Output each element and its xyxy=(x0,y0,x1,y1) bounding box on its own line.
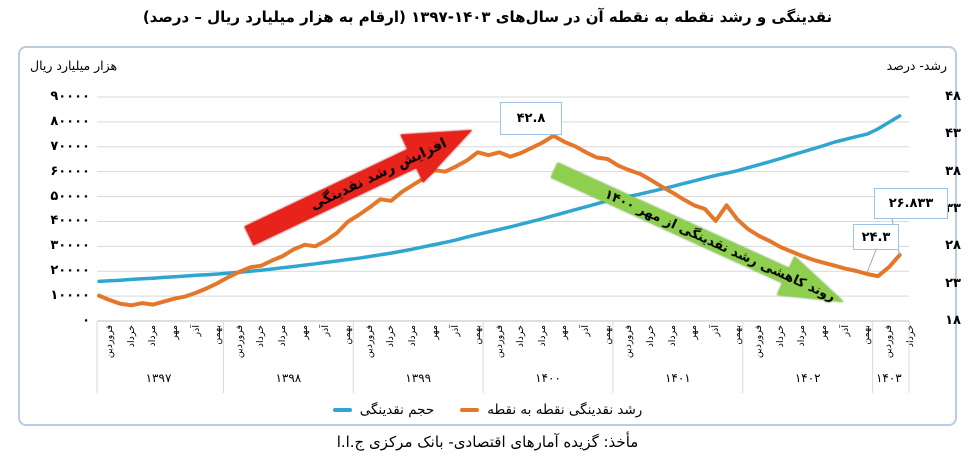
legend-item-volume: حجم نقدینگی xyxy=(332,402,435,418)
x-axis-year-label: ۱۴۰۲ xyxy=(794,371,821,385)
chart-title: نقدینگی و رشد نقطه به نقطه آن در سال‌های… xyxy=(142,8,833,26)
latest-value-callout: ۲۶.۸۳۳ xyxy=(874,188,948,219)
legend-growth-label: رشد نقدینگی نقطه به نقطه xyxy=(487,402,643,418)
left-axis-tick: ۴۰۰۰۰ xyxy=(50,213,90,229)
left-axis-tick: ۰ xyxy=(82,313,90,328)
right-axis-tick: ۴۳ xyxy=(945,126,961,142)
x-axis-year-label: ۱۴۰۱ xyxy=(664,371,691,385)
x-axis-year-label: ۱۳۹۸ xyxy=(275,371,302,385)
left-axis-tick: ۳۰۰۰۰ xyxy=(50,238,90,254)
legend-item-growth: رشد نقدینگی نقطه به نقطه xyxy=(460,402,642,418)
left-axis-tick: ۶۰۰۰۰ xyxy=(50,163,90,179)
right-axis-tick: ۳۸ xyxy=(945,163,961,179)
x-axis-year-label: ۱۴۰۰ xyxy=(535,371,561,385)
growth-line-marker-icon xyxy=(460,408,480,412)
right-axis-tick: ۲۳ xyxy=(945,275,961,291)
left-axis-tick: ۹۰۰۰۰ xyxy=(50,89,90,104)
left-axis-tick: ۲۰۰۰۰ xyxy=(50,263,90,279)
legend: رشد نقدینگی نقطه به نقطه حجم نقدینگی xyxy=(20,402,955,418)
x-axis-year-label: ۱۳۹۹ xyxy=(405,371,432,385)
source-caption: مأخذ: گزیده آمارهای اقتصادی- بانک مرکزی … xyxy=(336,433,639,451)
left-axis-tick: ۱۰۰۰۰ xyxy=(50,288,90,304)
right-axis-tick: ۳۳ xyxy=(945,201,961,216)
right-axis-tick: ۱۸ xyxy=(945,313,961,328)
volume-line-marker-icon xyxy=(332,408,352,412)
peak-value-callout: ۴۲.۸ xyxy=(500,102,562,135)
right-axis-tick: ۲۸ xyxy=(945,238,961,254)
left-axis-tick: ۷۰۰۰۰ xyxy=(50,138,90,154)
right-axis-tick: ۴۸ xyxy=(945,89,961,104)
left-axis-tick: ۸۰۰۰۰ xyxy=(50,113,90,129)
x-axis-year-label: ۱۴۰۳ xyxy=(875,371,902,385)
plot-area xyxy=(96,96,910,393)
x-axis-year-label: ۱۳۹۷ xyxy=(145,371,172,385)
dip-value-callout: ۲۴.۳ xyxy=(853,224,899,250)
left-axis-title: هزار میلیارد ریال xyxy=(30,58,118,73)
legend-volume-label: حجم نقدینگی xyxy=(359,402,435,418)
chart-frame: هزار میلیارد ریال رشد- درصد ۹۰۰۰۰ ۸۰۰۰۰ ۷۰… xyxy=(18,46,961,426)
left-axis-tick: ۵۰۰۰۰ xyxy=(50,188,90,204)
right-axis-title: رشد- درصد xyxy=(886,58,947,73)
